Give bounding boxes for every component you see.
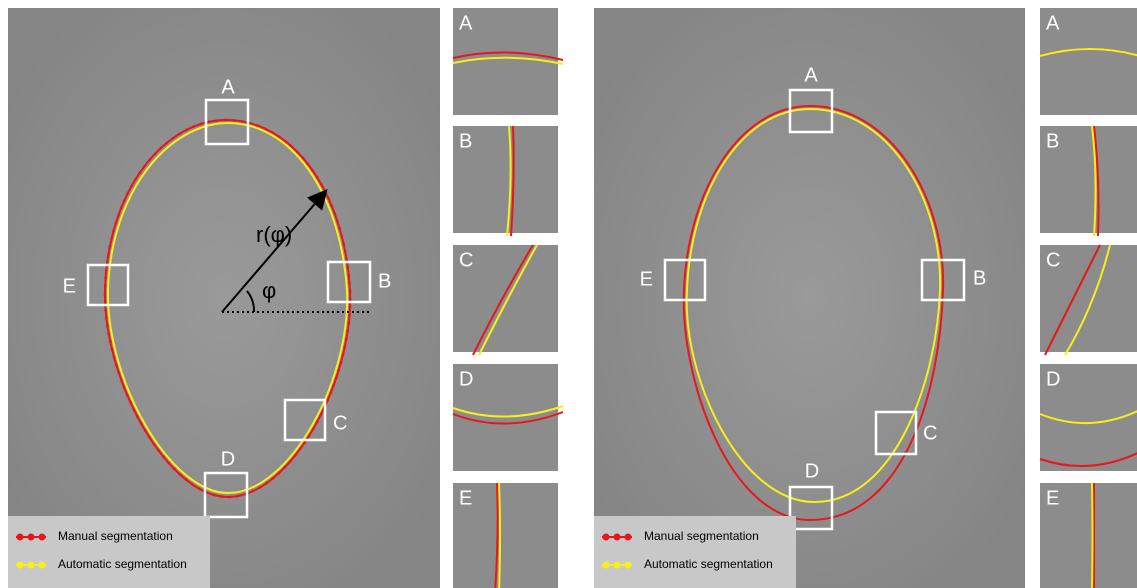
- legend-dot: [28, 534, 35, 541]
- inset-label: A: [1046, 12, 1060, 34]
- legend-dot: [39, 562, 46, 569]
- inset-label: C: [459, 249, 473, 271]
- legend-dot: [39, 534, 46, 541]
- inset-label: E: [459, 487, 472, 509]
- legend-dot: [17, 534, 24, 541]
- legend-label: Automatic segmentation: [644, 557, 773, 571]
- roi-label: A: [221, 76, 235, 98]
- roi-label: A: [804, 64, 818, 86]
- inset-label: B: [459, 130, 472, 152]
- legend-dot: [603, 534, 610, 541]
- roi-label: E: [640, 268, 653, 290]
- legend-dot: [614, 534, 621, 541]
- roi-label: C: [923, 422, 937, 444]
- roi-label: B: [378, 270, 391, 292]
- radius-label: r(φ): [256, 222, 292, 247]
- legend-label: Manual segmentation: [58, 529, 173, 543]
- inset-label: C: [1046, 249, 1060, 271]
- legend-dot: [28, 562, 35, 569]
- inset-label: D: [459, 368, 473, 390]
- legend: [8, 516, 210, 588]
- roi-label: D: [805, 460, 819, 482]
- figure: r(φ) φ A B C D E A B C D E Manual segmentation Auto…: [0, 0, 1137, 588]
- legend: [594, 516, 796, 588]
- inset-label: A: [459, 12, 473, 34]
- roi-label: E: [63, 275, 76, 297]
- roi-label: B: [973, 267, 986, 289]
- legend-dot: [603, 562, 610, 569]
- legend-dot: [614, 562, 621, 569]
- legend-dot: [625, 534, 632, 541]
- legend-dot: [17, 562, 24, 569]
- legend-dot: [625, 562, 632, 569]
- roi-label: D: [221, 448, 235, 470]
- legend-label: Automatic segmentation: [58, 557, 187, 571]
- inset-label: D: [1046, 368, 1060, 390]
- inset-label: E: [1046, 487, 1059, 509]
- inset-automatic: [499, 483, 500, 588]
- roi-label: C: [333, 412, 347, 434]
- inset-label: B: [1046, 130, 1059, 152]
- legend-label: Manual segmentation: [644, 529, 759, 543]
- inset-automatic: [1092, 483, 1093, 588]
- angle-label: φ: [262, 278, 276, 303]
